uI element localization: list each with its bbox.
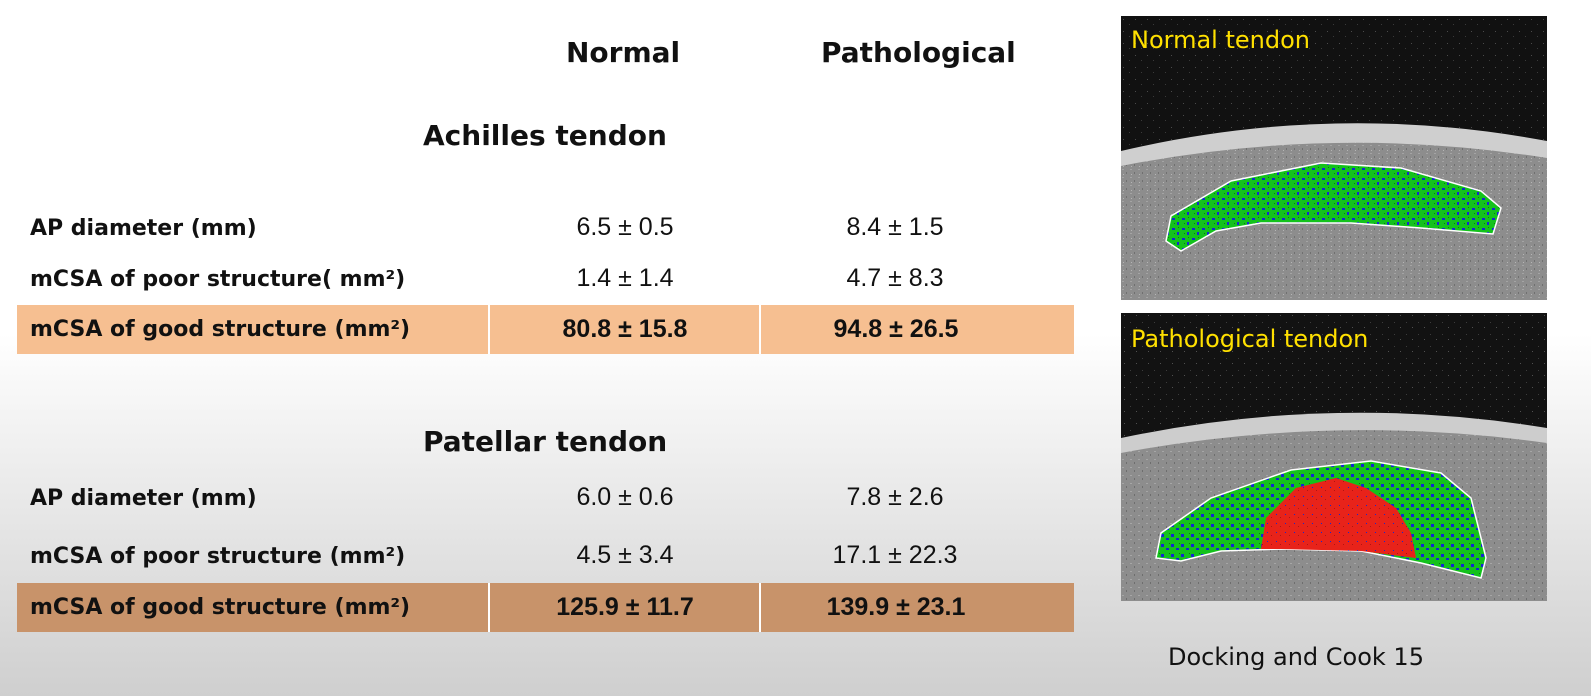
citation: Docking and Cook 15 xyxy=(1168,643,1424,671)
cell-divider xyxy=(488,305,490,354)
normal-value: 6.0 ± 0.6 xyxy=(576,483,674,511)
ultrasound-image-normal: Normal tendon xyxy=(1121,16,1547,300)
row-label: AP diameter (mm) xyxy=(30,486,257,511)
normal-value: 6.5 ± 0.5 xyxy=(576,213,674,241)
normal-value: 80.8 ± 15.8 xyxy=(562,315,688,343)
normal-value: 1.4 ± 1.4 xyxy=(576,264,674,292)
cell-divider xyxy=(759,305,761,354)
row-label: mCSA of good structure (mm²) xyxy=(30,595,411,620)
pathological-value: 8.4 ± 1.5 xyxy=(846,213,944,241)
normal-value: 4.5 ± 3.4 xyxy=(576,541,674,569)
section-title-achilles: Achilles tendon xyxy=(423,119,667,152)
image-label-pathological: Pathological tendon xyxy=(1131,325,1369,353)
pathological-value: 94.8 ± 26.5 xyxy=(833,315,959,343)
pathological-value: 7.8 ± 2.6 xyxy=(846,483,944,511)
poor-structure-region xyxy=(1261,478,1416,558)
row-label: mCSA of poor structure( mm²) xyxy=(30,267,406,292)
pathological-value: 4.7 ± 8.3 xyxy=(846,264,944,292)
column-header-normal: Normal xyxy=(566,36,681,69)
normal-value: 125.9 ± 11.7 xyxy=(556,593,694,621)
row-label: mCSA of good structure (mm²) xyxy=(30,317,411,342)
row-label: AP diameter (mm) xyxy=(30,216,257,241)
table-row: AP diameter (mm) 6.0 ± 0.6 7.8 ± 2.6 xyxy=(0,482,1080,516)
cell-divider xyxy=(488,583,490,632)
column-header-pathological: Pathological xyxy=(821,36,1016,69)
tendon-outline xyxy=(1165,162,1502,252)
ultrasound-image-pathological: Pathological tendon xyxy=(1121,313,1547,601)
pathological-value: 17.1 ± 22.3 xyxy=(832,541,958,569)
section-title-patellar: Patellar tendon xyxy=(423,425,668,458)
table-row: AP diameter (mm) 6.5 ± 0.5 8.4 ± 1.5 xyxy=(0,212,1080,246)
cell-divider xyxy=(759,583,761,632)
highlighted-row: mCSA of good structure (mm²) 80.8 ± 15.8… xyxy=(17,305,1074,354)
pathological-value: 139.9 ± 23.1 xyxy=(826,593,966,621)
row-label: mCSA of poor structure (mm²) xyxy=(30,544,406,569)
table-row: mCSA of poor structure( mm²) 1.4 ± 1.4 4… xyxy=(0,263,1080,297)
table-row: mCSA of poor structure (mm²) 4.5 ± 3.4 1… xyxy=(0,540,1080,574)
highlighted-row: mCSA of good structure (mm²) 125.9 ± 11.… xyxy=(17,583,1074,632)
image-label-normal: Normal tendon xyxy=(1131,26,1310,54)
